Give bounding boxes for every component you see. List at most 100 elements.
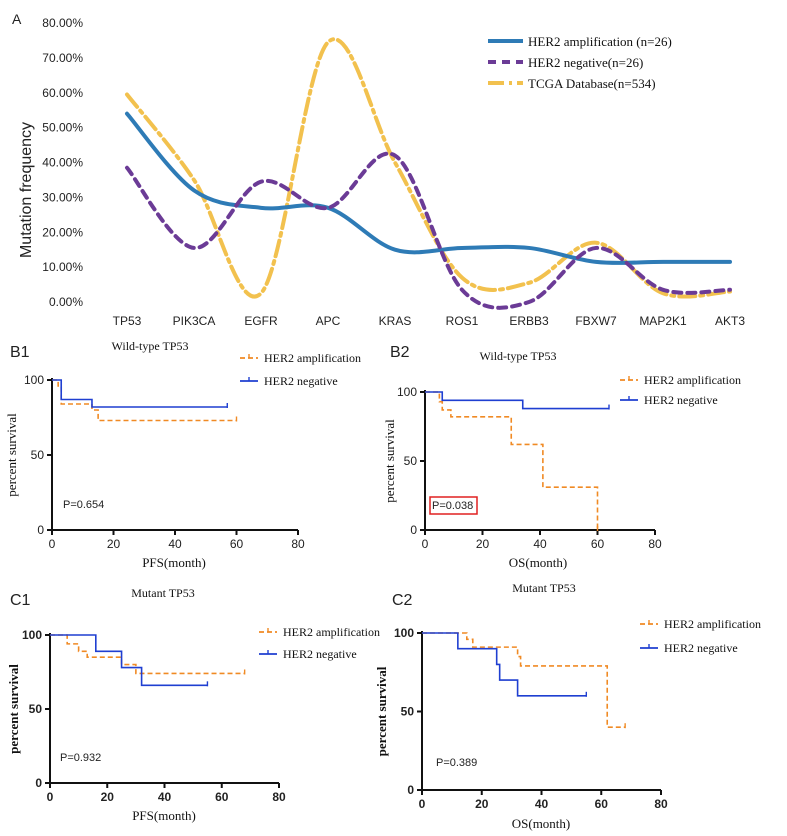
y-tick-label: 50 xyxy=(29,702,43,716)
km-title: Wild-type TP53 xyxy=(480,349,557,363)
x-axis-label: PFS(month) xyxy=(142,555,206,570)
a-ytick-label: 80.00% xyxy=(42,16,83,30)
x-tick-label: 60 xyxy=(595,797,609,811)
km-legend-label: HER2 amplification xyxy=(644,373,741,387)
km-legend-label: HER2 amplification xyxy=(664,617,761,631)
a-xtick-label: KRAS xyxy=(379,314,412,328)
km-title: Mutant TP53 xyxy=(131,586,194,600)
pvalue-label: P=0.389 xyxy=(436,757,477,769)
y-axis-label: percent survival xyxy=(374,666,389,756)
y-tick-label: 50 xyxy=(404,454,418,468)
a-xtick-label: TP53 xyxy=(113,314,142,328)
panel-b1: B1 Wild-type TP53 0 20 40 60 80 0 50 100 PFS(month… xyxy=(4,339,361,570)
x-tick-label: 0 xyxy=(419,797,426,811)
panel-b2: B2 Wild-type TP53 0 20 40 60 80 0 50 100 OS(month)… xyxy=(382,344,741,570)
y-tick-label: 0 xyxy=(35,776,42,790)
a-xtick-label: EGFR xyxy=(244,314,278,328)
x-tick-label: 60 xyxy=(215,790,229,804)
x-tick-label: 80 xyxy=(654,797,668,811)
x-axis-label: OS(month) xyxy=(512,816,571,831)
a-xtick-label: ROS1 xyxy=(446,314,479,328)
km-series-her2-amplification xyxy=(422,632,626,729)
x-tick-label: 20 xyxy=(476,537,490,551)
x-tick-label: 0 xyxy=(49,537,56,551)
pvalue-label: P=0.654 xyxy=(63,499,104,511)
a-xtick-label: ERBB3 xyxy=(509,314,549,328)
a-xtick-label: FBXW7 xyxy=(575,314,617,328)
x-tick-label: 80 xyxy=(272,790,286,804)
x-axis-label: PFS(month) xyxy=(132,808,196,823)
y-tick-label: 100 xyxy=(397,385,417,399)
series-her2-amplification xyxy=(125,111,732,265)
pvalue-box xyxy=(429,496,478,515)
panel-a: A Mutation frequency 0.00% 10.00% 20.00% 30… xyxy=(12,11,745,328)
a-ytick-label: 30.00% xyxy=(42,190,83,204)
panel-label-b2: B2 xyxy=(390,344,410,361)
x-tick-label: 60 xyxy=(591,537,605,551)
a-xtick-label: PIK3CA xyxy=(173,314,216,328)
x-tick-label: 0 xyxy=(47,790,54,804)
km-series-her2-negative xyxy=(425,391,609,410)
a-ytick-label: 50.00% xyxy=(42,121,83,135)
km-legend-label: HER2 amplification xyxy=(264,351,361,365)
y-tick-label: 100 xyxy=(394,626,414,640)
x-tick-label: 80 xyxy=(291,537,305,551)
a-ytick-label: 60.00% xyxy=(42,86,83,100)
km-series-her2-amplification xyxy=(52,379,237,422)
x-tick-label: 40 xyxy=(533,537,547,551)
km-series-her2-amplification xyxy=(50,634,245,675)
series-tcga xyxy=(125,37,732,299)
km-title: Mutant TP53 xyxy=(512,581,575,595)
y-tick-label: 100 xyxy=(22,628,42,642)
y-tick-label: 100 xyxy=(24,373,44,387)
legend-label: HER2 amplification (n=26) xyxy=(528,34,672,49)
y-axis-label: percent survival xyxy=(4,413,19,497)
x-tick-label: 20 xyxy=(107,537,121,551)
x-tick-label: 60 xyxy=(230,537,244,551)
a-ytick-label: 20.00% xyxy=(42,225,83,239)
x-axis-label: OS(month) xyxy=(509,555,568,570)
panel-a-ylabel: Mutation frequency xyxy=(18,122,35,258)
a-ytick-label: 40.00% xyxy=(42,156,83,170)
panel-c1: C1 Mutant TP53 0 20 40 60 80 0 50 100 PFS(month) pe… xyxy=(6,586,380,823)
km-legend-label: HER2 amplification xyxy=(283,625,380,639)
panel-label-c1: C1 xyxy=(10,592,31,609)
a-xtick-label: MAP2K1 xyxy=(639,314,687,328)
series-her2-negative xyxy=(125,151,732,310)
a-ytick-label: 70.00% xyxy=(42,51,83,65)
x-tick-label: 40 xyxy=(168,537,182,551)
pvalue-label: P=0.038 xyxy=(432,500,473,512)
y-tick-label: 50 xyxy=(401,705,415,719)
y-tick-label: 50 xyxy=(31,448,45,462)
a-xtick-label: AKT3 xyxy=(715,314,745,328)
y-tick-label: 0 xyxy=(407,783,414,797)
km-legend-label: HER2 negative xyxy=(644,393,718,407)
y-axis-label: percent survival xyxy=(6,664,21,754)
x-tick-label: 40 xyxy=(535,797,549,811)
x-tick-label: 80 xyxy=(648,537,662,551)
km-legend-label: HER2 negative xyxy=(264,374,338,388)
a-xtick-label: APC xyxy=(316,314,341,328)
km-series-her2-amplification xyxy=(425,391,599,530)
y-tick-label: 0 xyxy=(37,523,44,537)
km-title: Wild-type TP53 xyxy=(112,339,189,353)
x-tick-label: 20 xyxy=(475,797,489,811)
legend-label: TCGA Database(n=534) xyxy=(528,76,656,91)
y-axis-label: percent survival xyxy=(382,419,397,503)
km-series-her2-negative xyxy=(52,379,228,408)
x-tick-label: 0 xyxy=(422,537,429,551)
a-ytick-label: 10.00% xyxy=(42,260,83,274)
km-legend-label: HER2 negative xyxy=(664,641,738,655)
a-ytick-label: 0.00% xyxy=(49,295,83,309)
km-legend-label: HER2 negative xyxy=(283,647,357,661)
legend-label: HER2 negative(n=26) xyxy=(528,55,643,70)
panel-label-a: A xyxy=(12,11,22,27)
y-tick-label: 0 xyxy=(410,523,417,537)
panel-label-b1: B1 xyxy=(10,344,30,361)
panel-label-c2: C2 xyxy=(392,592,413,609)
x-tick-label: 40 xyxy=(158,790,172,804)
km-series-her2-negative xyxy=(50,634,208,687)
km-series-her2-negative xyxy=(422,632,587,697)
panel-c2: C2 Mutant TP53 0 20 40 60 80 0 50 100 OS(month) per… xyxy=(374,581,761,831)
